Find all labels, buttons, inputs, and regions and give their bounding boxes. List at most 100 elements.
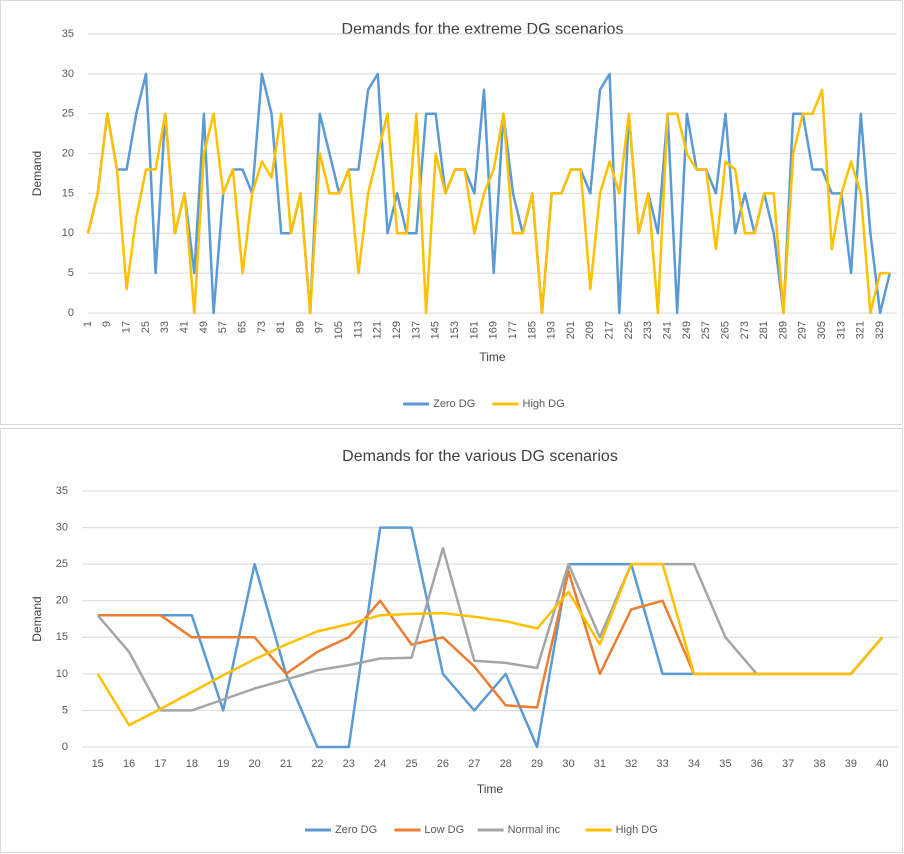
x-tick-label: 329 xyxy=(874,321,886,339)
x-tick-label: 177 xyxy=(507,321,519,339)
x-tick-label: 321 xyxy=(855,321,867,339)
y-tick-label: 15 xyxy=(56,631,68,643)
x-tick-label: 217 xyxy=(604,321,616,339)
x-tick-label: 57 xyxy=(217,321,229,333)
x-tick-label: 185 xyxy=(526,321,538,339)
x-tick-label: 153 xyxy=(449,321,461,339)
x-tick-label: 241 xyxy=(661,321,673,339)
x-tick-label: 25 xyxy=(140,321,152,333)
legend-label: High DG xyxy=(523,398,565,410)
chart-frame xyxy=(0,428,903,853)
x-tick-label: 33 xyxy=(656,758,668,770)
x-tick-label: 9 xyxy=(101,321,113,327)
legend-label: Zero DG xyxy=(335,824,377,836)
series-line xyxy=(96,546,884,712)
x-tick-label: 305 xyxy=(816,321,828,339)
legend-label: Low DG xyxy=(424,824,464,836)
x-tick-label: 81 xyxy=(275,321,287,333)
x-tick-label: 25 xyxy=(405,758,417,770)
x-tick-label: 129 xyxy=(391,321,403,339)
y-tick-label: 25 xyxy=(62,108,74,120)
x-tick-label: 15 xyxy=(92,758,104,770)
y-tick-label: 5 xyxy=(62,704,68,716)
x-tick-label: 23 xyxy=(343,758,355,770)
series-line xyxy=(86,88,890,315)
x-tick-label: 24 xyxy=(374,758,386,770)
x-tick-label: 281 xyxy=(758,321,770,339)
x-tick-label: 16 xyxy=(123,758,135,770)
x-tick-label: 30 xyxy=(562,758,574,770)
y-tick-label: 35 xyxy=(56,485,68,497)
x-tick-label: 89 xyxy=(294,321,306,333)
legend-label: Zero DG xyxy=(433,398,475,410)
x-tick-label: 201 xyxy=(565,321,577,339)
x-tick-label: 27 xyxy=(468,758,480,770)
x-tick-label: 36 xyxy=(751,758,763,770)
y-axis-title: Demand xyxy=(30,151,44,196)
x-tick-label: 121 xyxy=(372,321,384,339)
x-tick-label: 18 xyxy=(186,758,198,770)
x-tick-label: 233 xyxy=(642,321,654,339)
x-tick-label: 193 xyxy=(546,321,558,339)
x-tick-label: 19 xyxy=(217,758,229,770)
x-tick-label: 17 xyxy=(121,321,133,333)
x-tick-label: 20 xyxy=(248,758,260,770)
y-tick-label: 0 xyxy=(68,307,74,319)
x-tick-label: 265 xyxy=(719,321,731,339)
y-tick-label: 30 xyxy=(56,521,68,533)
legend-label: Normal inc xyxy=(508,824,561,836)
x-tick-label: 38 xyxy=(813,758,825,770)
x-tick-label: 37 xyxy=(782,758,794,770)
x-tick-label: 35 xyxy=(719,758,731,770)
x-tick-label: 161 xyxy=(468,321,480,339)
x-tick-label: 65 xyxy=(236,321,248,333)
chart-title: Demands for the various DG scenarios xyxy=(342,448,618,465)
chart-frame xyxy=(0,0,903,425)
y-tick-label: 0 xyxy=(62,741,68,753)
y-tick-label: 10 xyxy=(62,227,74,239)
y-axis-title: Demand xyxy=(30,596,44,641)
x-tick-label: 113 xyxy=(352,321,364,339)
x-tick-label: 32 xyxy=(625,758,637,770)
y-tick-label: 20 xyxy=(56,595,68,607)
x-tick-label: 105 xyxy=(333,321,345,339)
y-tick-label: 5 xyxy=(68,267,74,279)
x-tick-label: 49 xyxy=(198,321,210,333)
x-tick-label: 22 xyxy=(311,758,323,770)
x-tick-label: 257 xyxy=(700,321,712,339)
legend-label: High DG xyxy=(616,824,658,836)
x-tick-label: 97 xyxy=(314,321,326,333)
y-tick-label: 35 xyxy=(62,28,74,40)
y-tick-label: 10 xyxy=(56,668,68,680)
x-tick-label: 21 xyxy=(280,758,292,770)
x-tick-label: 209 xyxy=(584,321,596,339)
x-tick-label: 33 xyxy=(159,321,171,333)
x-tick-label: 17 xyxy=(154,758,166,770)
x-axis-title: Time xyxy=(479,350,506,364)
y-tick-label: 20 xyxy=(62,147,74,159)
x-tick-label: 225 xyxy=(623,321,635,339)
x-tick-label: 34 xyxy=(688,758,700,770)
x-tick-label: 39 xyxy=(845,758,857,770)
x-axis-title: Time xyxy=(477,782,504,796)
y-tick-label: 30 xyxy=(62,68,74,80)
x-tick-label: 31 xyxy=(594,758,606,770)
series-line xyxy=(96,562,884,727)
x-tick-label: 28 xyxy=(500,758,512,770)
chart-title: Demands for the extreme DG scenarios xyxy=(342,21,624,38)
x-tick-label: 145 xyxy=(430,321,442,339)
x-tick-label: 29 xyxy=(531,758,543,770)
x-tick-label: 1 xyxy=(82,321,94,327)
x-tick-label: 273 xyxy=(739,321,751,339)
x-tick-label: 26 xyxy=(437,758,449,770)
x-tick-label: 73 xyxy=(256,321,268,333)
x-tick-label: 40 xyxy=(876,758,888,770)
x-tick-label: 313 xyxy=(835,321,847,339)
x-tick-label: 249 xyxy=(681,321,693,339)
y-tick-label: 15 xyxy=(62,187,74,199)
x-tick-label: 41 xyxy=(179,321,191,333)
x-tick-label: 169 xyxy=(488,321,500,339)
x-tick-label: 137 xyxy=(410,321,422,339)
x-tick-label: 289 xyxy=(777,321,789,339)
